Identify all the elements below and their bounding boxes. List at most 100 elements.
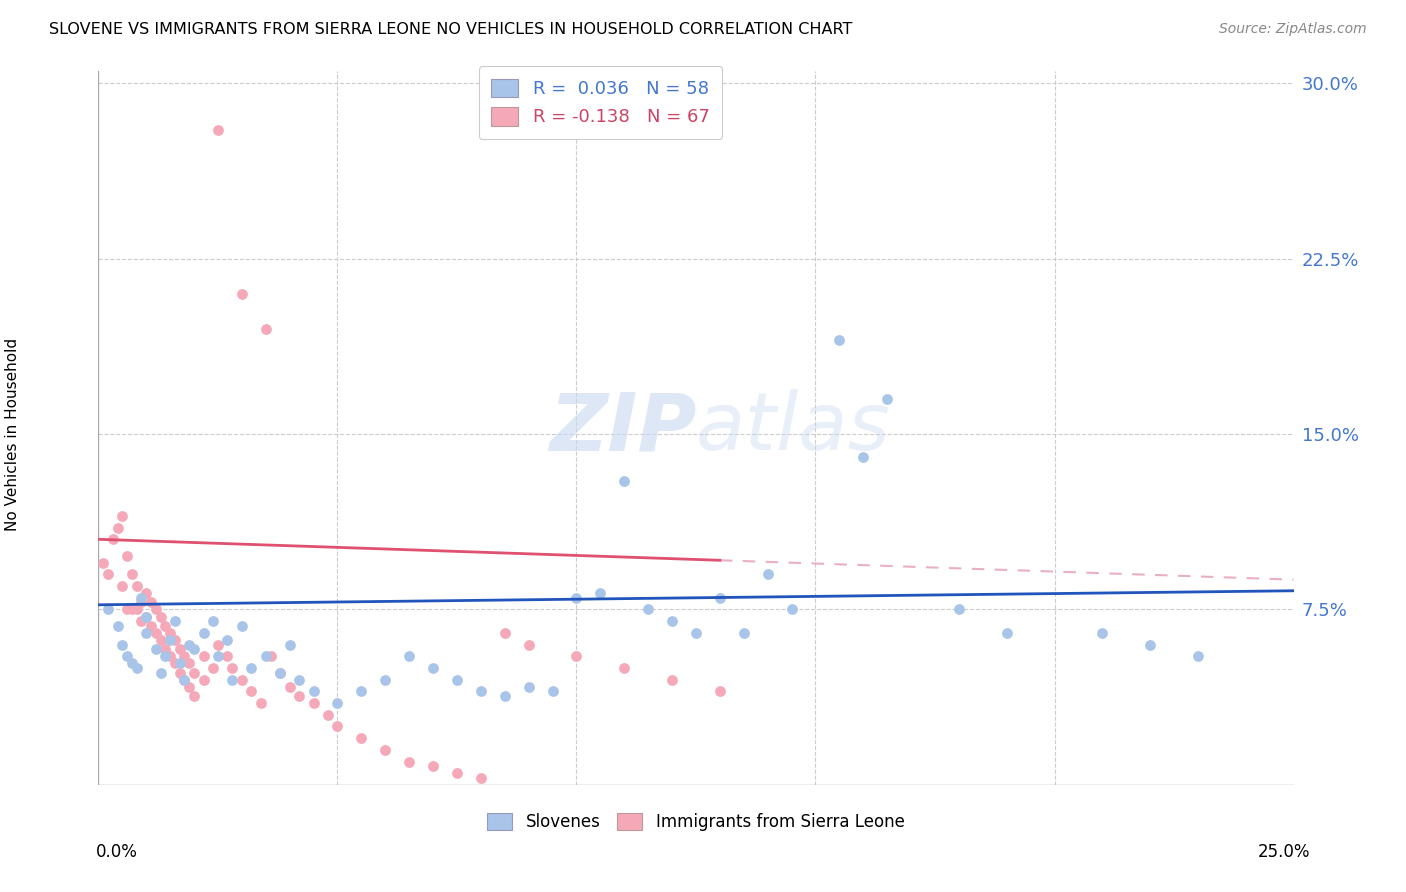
Point — [565, 649, 588, 664]
Point — [169, 657, 191, 671]
Point — [422, 661, 444, 675]
Point — [135, 609, 157, 624]
Point — [685, 626, 707, 640]
Point — [155, 642, 177, 657]
Point — [202, 661, 225, 675]
Point — [709, 684, 731, 698]
Point — [207, 638, 229, 652]
Point — [661, 614, 683, 628]
Point — [183, 665, 205, 680]
Point — [131, 591, 153, 605]
Point — [125, 579, 148, 593]
Point — [302, 684, 325, 698]
Point — [589, 586, 612, 600]
Point — [231, 619, 253, 633]
Point — [193, 649, 215, 664]
Point — [326, 696, 349, 710]
Point — [115, 602, 138, 616]
Point — [446, 673, 468, 687]
Point — [231, 286, 253, 301]
Point — [288, 689, 311, 703]
Point — [470, 684, 492, 698]
Point — [1139, 638, 1161, 652]
Point — [221, 661, 243, 675]
Point — [179, 657, 201, 671]
Point — [111, 579, 134, 593]
Point — [145, 602, 167, 616]
Point — [876, 392, 898, 406]
Point — [852, 450, 875, 465]
Point — [517, 638, 540, 652]
Point — [101, 533, 124, 547]
Point — [494, 626, 516, 640]
Text: No Vehicles in Household: No Vehicles in Household — [4, 337, 20, 531]
Point — [163, 657, 186, 671]
Point — [139, 619, 162, 633]
Point — [254, 322, 277, 336]
Point — [111, 638, 134, 652]
Point — [661, 673, 683, 687]
Point — [139, 595, 162, 609]
Point — [159, 632, 181, 647]
Point — [828, 334, 851, 348]
Point — [135, 609, 157, 624]
Point — [269, 665, 291, 680]
Point — [288, 673, 311, 687]
Point — [145, 626, 167, 640]
Point — [135, 626, 157, 640]
Point — [159, 626, 181, 640]
Point — [163, 614, 186, 628]
Point — [121, 657, 143, 671]
Point — [125, 602, 148, 616]
Point — [1091, 626, 1114, 640]
Point — [115, 549, 138, 563]
Point — [350, 684, 373, 698]
Point — [125, 661, 148, 675]
Point — [995, 626, 1018, 640]
Point — [302, 696, 325, 710]
Point — [217, 649, 239, 664]
Point — [565, 591, 588, 605]
Point — [494, 689, 516, 703]
Point — [217, 632, 239, 647]
Text: SLOVENE VS IMMIGRANTS FROM SIERRA LEONE NO VEHICLES IN HOUSEHOLD CORRELATION CHA: SLOVENE VS IMMIGRANTS FROM SIERRA LEONE … — [49, 22, 852, 37]
Point — [350, 731, 373, 746]
Point — [97, 602, 120, 616]
Point — [207, 123, 229, 137]
Point — [159, 649, 181, 664]
Point — [202, 614, 225, 628]
Point — [221, 673, 243, 687]
Point — [183, 689, 205, 703]
Text: 0.0%: 0.0% — [96, 843, 138, 861]
Point — [97, 567, 120, 582]
Point — [115, 649, 138, 664]
Point — [709, 591, 731, 605]
Point — [231, 673, 253, 687]
Point — [613, 661, 636, 675]
Point — [107, 520, 129, 534]
Point — [613, 474, 636, 488]
Point — [254, 649, 277, 664]
Point — [155, 649, 177, 664]
Point — [250, 696, 273, 710]
Text: atlas: atlas — [696, 389, 891, 467]
Legend: Slovenes, Immigrants from Sierra Leone: Slovenes, Immigrants from Sierra Leone — [478, 803, 914, 841]
Text: ZIP: ZIP — [548, 389, 696, 467]
Point — [207, 649, 229, 664]
Point — [169, 642, 191, 657]
Point — [107, 619, 129, 633]
Point — [278, 638, 301, 652]
Point — [422, 759, 444, 773]
Point — [637, 602, 659, 616]
Point — [155, 619, 177, 633]
Point — [179, 638, 201, 652]
Point — [374, 743, 396, 757]
Point — [733, 626, 755, 640]
Point — [1187, 649, 1209, 664]
Point — [169, 665, 191, 680]
Point — [398, 755, 420, 769]
Text: 25.0%: 25.0% — [1258, 843, 1310, 861]
Point — [183, 642, 205, 657]
Point — [135, 586, 157, 600]
Point — [374, 673, 396, 687]
